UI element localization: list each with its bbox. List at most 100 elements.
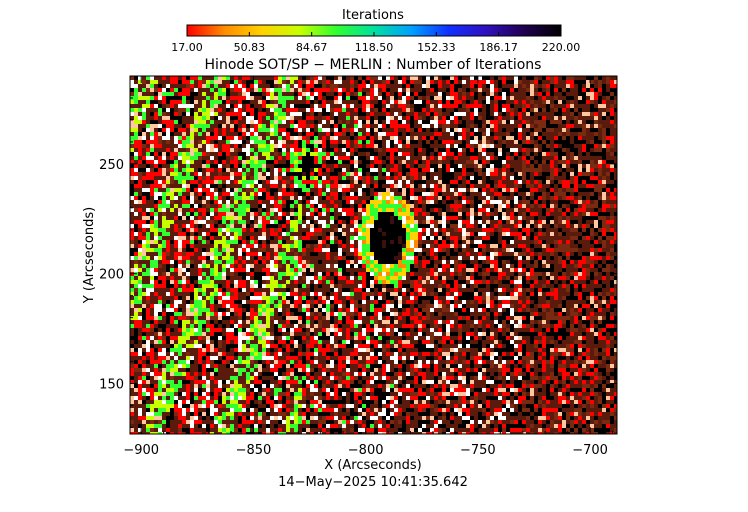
heatmap-cell: [442, 304, 446, 308]
heatmap-cell: [610, 236, 614, 240]
heatmap-cell: [250, 236, 254, 240]
heatmap-cell: [606, 92, 610, 96]
heatmap-cell: [150, 288, 154, 292]
heatmap-cell: [358, 164, 362, 168]
heatmap-cell: [338, 160, 342, 164]
heatmap-cell: [466, 148, 470, 152]
heatmap-cell: [370, 208, 374, 212]
heatmap-cell: [334, 172, 338, 176]
heatmap-cell: [398, 224, 402, 228]
heatmap-cell: [314, 296, 318, 300]
heatmap-cell: [302, 244, 306, 248]
heatmap-cell: [186, 288, 190, 292]
heatmap-cell: [250, 208, 254, 212]
heatmap-cell: [134, 164, 138, 168]
heatmap-cell: [290, 224, 294, 228]
heatmap-cell: [582, 168, 586, 172]
heatmap-cell: [530, 164, 534, 168]
heatmap-cell: [278, 204, 282, 208]
heatmap-cell: [162, 156, 166, 160]
heatmap-cell: [434, 88, 438, 92]
heatmap-cell: [186, 104, 190, 108]
heatmap-cell: [326, 108, 330, 112]
heatmap-cell: [158, 180, 162, 184]
heatmap-cell: [402, 272, 406, 276]
heatmap-cell: [182, 92, 186, 96]
heatmap-cell: [274, 304, 278, 308]
heatmap-cell: [138, 256, 142, 260]
heatmap-cell: [142, 196, 146, 200]
heatmap-cell: [270, 120, 274, 124]
heatmap-cell: [410, 92, 414, 96]
heatmap-cell: [526, 104, 530, 108]
heatmap-cell: [350, 300, 354, 304]
heatmap-cell: [542, 160, 546, 164]
heatmap-cell: [582, 276, 586, 280]
heatmap-cell: [378, 120, 382, 124]
heatmap-cell: [262, 188, 266, 192]
heatmap-cell: [438, 96, 442, 100]
heatmap-cell: [178, 140, 182, 144]
heatmap-cell: [342, 244, 346, 248]
heatmap-cell: [534, 212, 538, 216]
heatmap-cell: [222, 240, 226, 244]
heatmap-cell: [442, 76, 446, 80]
heatmap-cell: [474, 136, 478, 140]
heatmap-cell: [414, 224, 418, 228]
heatmap-cell: [434, 184, 438, 188]
heatmap-cell: [510, 156, 514, 160]
heatmap-cell: [390, 160, 394, 164]
heatmap-cell: [502, 212, 506, 216]
heatmap-cell: [158, 208, 162, 212]
heatmap-cell: [302, 268, 306, 272]
heatmap-cell: [614, 236, 617, 240]
heatmap-cell: [538, 132, 542, 136]
heatmap-cell: [486, 100, 490, 104]
heatmap-cell: [470, 212, 474, 216]
heatmap-cell: [130, 164, 134, 168]
heatmap-cell: [562, 180, 566, 184]
heatmap-cell: [506, 188, 510, 192]
heatmap-cell: [406, 304, 410, 308]
heatmap-cell: [250, 272, 254, 276]
heatmap-cell: [314, 120, 318, 124]
heatmap-cell: [458, 112, 462, 116]
heatmap-cell: [598, 248, 602, 252]
heatmap-cell: [390, 276, 394, 280]
heatmap-cell: [278, 276, 282, 280]
heatmap-cell: [406, 240, 410, 244]
heatmap-cell: [202, 288, 206, 292]
heatmap-cell: [574, 292, 578, 296]
heatmap-cell: [422, 224, 426, 228]
heatmap-cell: [202, 256, 206, 260]
heatmap-cell: [334, 264, 338, 268]
heatmap-cell: [578, 200, 582, 204]
heatmap-cell: [206, 132, 210, 136]
heatmap-cell: [534, 300, 538, 304]
heatmap-cell: [306, 240, 310, 244]
heatmap-cell: [586, 120, 590, 124]
heatmap-cell: [434, 204, 438, 208]
heatmap-cell: [590, 204, 594, 208]
heatmap-cell: [278, 216, 282, 220]
heatmap-cell: [490, 132, 494, 136]
heatmap-cell: [190, 112, 194, 116]
heatmap-cell: [242, 156, 246, 160]
heatmap-cell: [258, 136, 262, 140]
heatmap-cell: [178, 232, 182, 236]
heatmap-cell: [242, 124, 246, 128]
heatmap-cell: [150, 208, 154, 212]
heatmap-cell: [590, 248, 594, 252]
heatmap-cell: [598, 124, 602, 128]
heatmap-cell: [582, 228, 586, 232]
heatmap-cell: [534, 76, 538, 80]
heatmap-cell: [438, 80, 442, 84]
heatmap-cell: [310, 300, 314, 304]
heatmap-cell: [434, 152, 438, 156]
heatmap-cell: [494, 136, 498, 140]
heatmap-cell: [310, 180, 314, 184]
heatmap-cell: [386, 104, 390, 108]
heatmap-cell: [398, 180, 402, 184]
heatmap-cell: [590, 188, 594, 192]
heatmap-cell: [282, 172, 286, 176]
